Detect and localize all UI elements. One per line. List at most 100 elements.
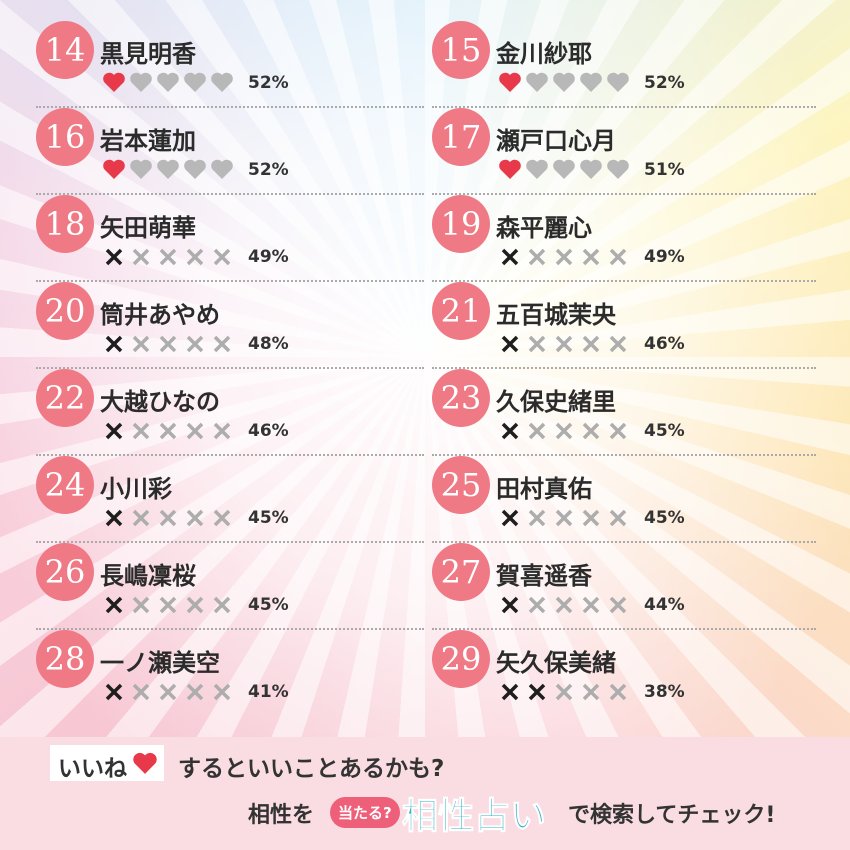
cross-icon: [555, 248, 573, 266]
like-text: いいね: [58, 756, 127, 782]
heart-icon: [607, 72, 629, 92]
cross-icon: [213, 248, 231, 266]
cross-icon: [186, 248, 204, 266]
separator: [432, 628, 816, 630]
rank-badge: 25: [432, 456, 490, 514]
cross-icon: [159, 422, 177, 440]
member-name: 矢田萌華: [100, 214, 196, 242]
heart-icon: [211, 72, 233, 92]
heart-icon: [580, 159, 602, 179]
member-name: 筒井あやめ: [100, 301, 220, 329]
percent: 49%: [644, 247, 685, 267]
rank-badge: 29: [432, 630, 490, 688]
cross-icon: [528, 596, 546, 614]
cross-icon: [105, 596, 123, 614]
cross-icon: [159, 248, 177, 266]
member-name: 金川紗耶: [496, 40, 592, 68]
percent: 52%: [248, 73, 289, 93]
percent: 41%: [248, 682, 289, 702]
heart-icon: [157, 72, 179, 92]
cross-icon: [609, 683, 627, 701]
cross-icon: [582, 596, 600, 614]
percent: 51%: [644, 160, 685, 180]
rank-badge: 28: [36, 630, 94, 688]
cross-icon: [132, 335, 150, 353]
cross-icon: [186, 509, 204, 527]
separator: [36, 280, 424, 282]
separator: [36, 541, 424, 543]
cross-icon: [105, 248, 123, 266]
cross-icon: [501, 248, 519, 266]
member-name: 大越ひなの: [100, 388, 220, 416]
member-name: 五百城茉央: [496, 301, 616, 329]
heart-icon: [103, 159, 125, 179]
cross-icon: [132, 596, 150, 614]
heart-icon: [157, 159, 179, 179]
member-name: 黒見明香: [100, 40, 196, 68]
cross-icon: [186, 683, 204, 701]
percent: 49%: [248, 247, 289, 267]
member-name: 瀬戸口心月: [496, 127, 616, 155]
percent: 45%: [248, 595, 289, 615]
cross-icon: [501, 596, 519, 614]
heart-icon: [103, 72, 125, 92]
cross-icon: [555, 509, 573, 527]
percent: 48%: [248, 334, 289, 354]
separator: [432, 367, 816, 369]
percent: 45%: [644, 421, 685, 441]
rank-badge: 20: [36, 282, 94, 340]
member-name: 一ノ瀬美空: [100, 649, 220, 677]
cross-icon: [609, 422, 627, 440]
percent: 46%: [248, 421, 289, 441]
member-name: 田村真佑: [496, 475, 592, 503]
member-name: 小川彩: [100, 475, 172, 503]
cross-icon: [528, 422, 546, 440]
cross-icon: [105, 683, 123, 701]
member-name: 森平麗心: [496, 214, 592, 242]
separator: [432, 280, 816, 282]
cross-icon: [105, 422, 123, 440]
heart-icon: [553, 72, 575, 92]
cross-icon: [528, 335, 546, 353]
cross-icon: [501, 683, 519, 701]
cross-icon: [105, 335, 123, 353]
cross-icon: [582, 335, 600, 353]
rank-badge: 14: [36, 21, 94, 79]
separator: [36, 106, 424, 108]
rank-badge: 23: [432, 369, 490, 427]
cross-icon: [609, 596, 627, 614]
cross-icon: [159, 509, 177, 527]
cross-icon: [186, 422, 204, 440]
like-badge: いいね: [50, 745, 164, 782]
cross-icon: [528, 509, 546, 527]
separator: [432, 541, 816, 543]
rank-badge: 16: [36, 108, 94, 166]
cross-icon: [555, 335, 573, 353]
cross-icon: [159, 335, 177, 353]
cross-icon: [609, 509, 627, 527]
heart-icon: [499, 72, 521, 92]
footer-suffix: で検索してチェック!: [568, 803, 776, 828]
cross-icon: [582, 248, 600, 266]
rank-badge: 19: [432, 195, 490, 253]
cross-icon: [555, 422, 573, 440]
rank-badge: 27: [432, 543, 490, 601]
cross-icon: [213, 422, 231, 440]
cross-icon: [213, 683, 231, 701]
member-name: 長嶋凜桜: [100, 562, 196, 590]
cross-icon: [582, 422, 600, 440]
heart-icon: [211, 159, 233, 179]
percent: 38%: [644, 682, 685, 702]
rank-badge: 22: [36, 369, 94, 427]
separator: [432, 106, 816, 108]
cross-icon: [501, 422, 519, 440]
percent: 52%: [644, 73, 685, 93]
rank-badge: 21: [432, 282, 490, 340]
cross-icon: [213, 509, 231, 527]
cross-icon: [501, 335, 519, 353]
separator: [432, 193, 816, 195]
percent: 52%: [248, 160, 289, 180]
cross-icon: [132, 509, 150, 527]
percent: 44%: [644, 595, 685, 615]
